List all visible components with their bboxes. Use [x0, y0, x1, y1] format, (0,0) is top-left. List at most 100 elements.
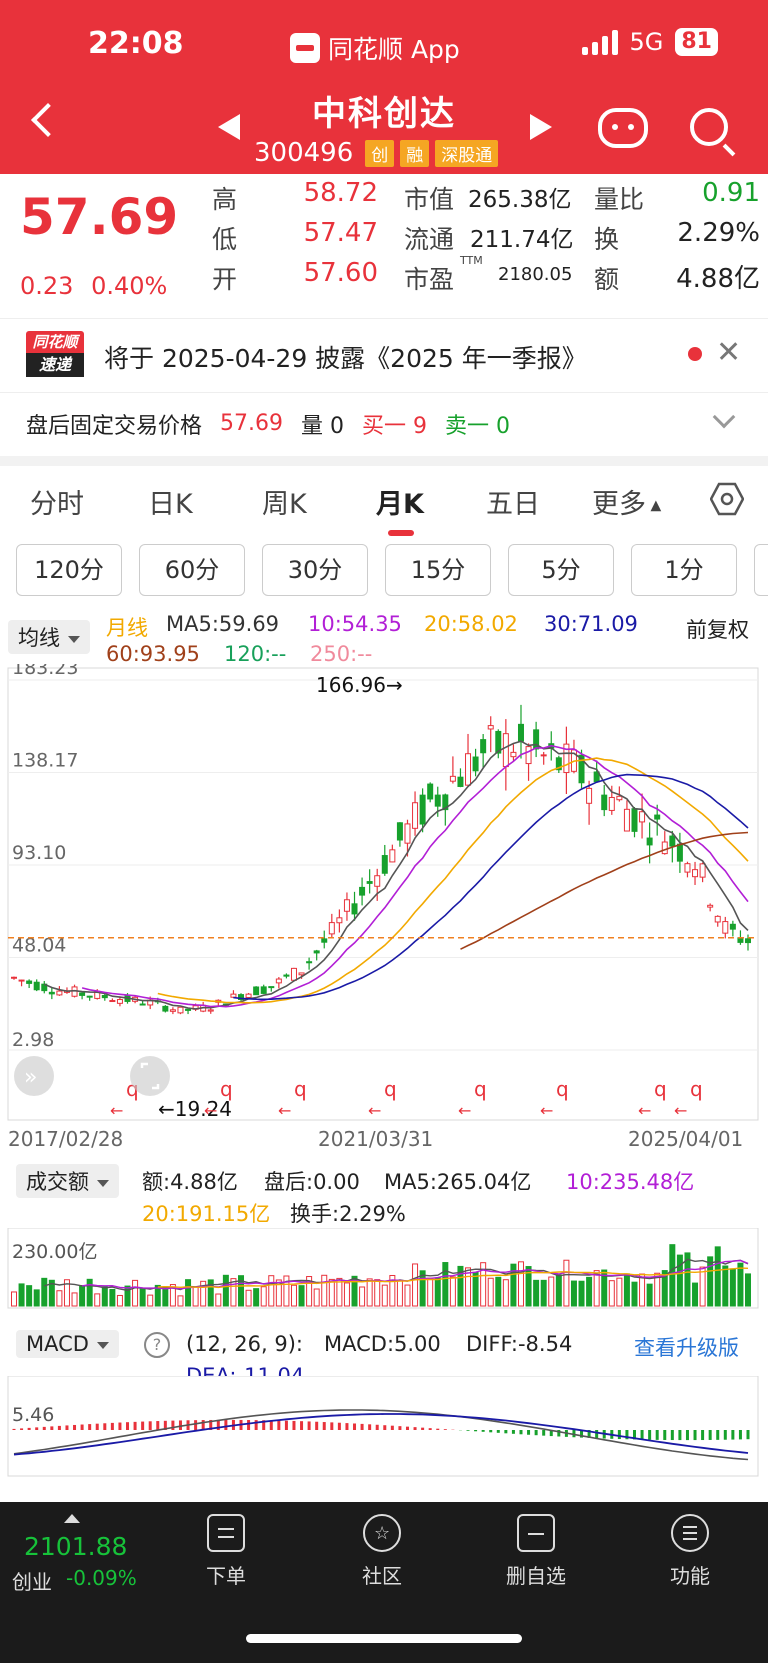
macd-bar	[413, 1427, 417, 1430]
afterhours-row[interactable]: 盘后固定交易价格 57.69 量 0 买一 9 卖一 0	[0, 392, 768, 454]
event-marker: q	[474, 1077, 487, 1101]
kline-frame	[7, 667, 759, 1121]
ma30-value: 30:71.09	[544, 612, 638, 636]
macd-chart[interactable]: 5.46	[0, 1376, 768, 1478]
tab-120min[interactable]: 120分	[16, 544, 122, 596]
macd-frame	[7, 1376, 759, 1477]
max-annotation: 166.96→	[316, 673, 403, 697]
candle-body	[442, 794, 449, 811]
macd-bar	[209, 1419, 213, 1430]
event-markers[interactable]: q←q←q←q←q←q←q←q←	[110, 1077, 703, 1120]
ma-line	[43, 740, 749, 1010]
tab-60min[interactable]: 60分	[139, 544, 245, 596]
volume-bar	[200, 1280, 207, 1307]
tab-1min[interactable]: 1分	[631, 544, 737, 596]
volume-selector[interactable]: 成交额	[16, 1164, 119, 1198]
volume-bar	[714, 1246, 721, 1307]
candle-body	[676, 843, 683, 862]
macd-bar	[632, 1430, 636, 1440]
macd-bar	[262, 1420, 266, 1430]
volume-bars	[11, 1244, 751, 1307]
upgrade-link[interactable]: 查看升级版	[634, 1336, 739, 1360]
tab-intraday[interactable]: 分时	[30, 489, 84, 520]
index-expand-icon[interactable]	[64, 1514, 80, 1523]
volume-bar	[729, 1268, 736, 1307]
search-icon[interactable]	[690, 108, 728, 146]
volume-panel: 成交额 额:4.88亿 盘后:0.00 MA5:265.04亿 10:235.4…	[0, 1160, 768, 1320]
min-annotation: ←19.24	[158, 1097, 232, 1121]
help-icon[interactable]: ?	[144, 1332, 170, 1358]
tab-five-day[interactable]: 五日	[486, 489, 540, 520]
kline-chart[interactable]: 183.23 138.17 93.10 48.04 2.98 166.96→ ←19.2…	[0, 664, 768, 1154]
volume-ma-line	[157, 1267, 749, 1289]
candle-body	[449, 775, 456, 782]
volume-bar	[442, 1262, 449, 1307]
volume-bar	[41, 1277, 48, 1307]
settings-icon[interactable]	[710, 482, 744, 516]
volume-bar	[116, 1294, 123, 1307]
fullscreen-icon[interactable]	[130, 1056, 170, 1096]
macd-bar	[421, 1427, 425, 1430]
tab-30min[interactable]: 30分	[262, 544, 368, 596]
tab-monthly[interactable]: 月K	[376, 489, 424, 520]
macd-bar	[708, 1430, 712, 1440]
volume-bar	[412, 1263, 419, 1307]
candle-body	[510, 751, 517, 758]
tab-weekly[interactable]: 周K	[262, 489, 307, 520]
tab-5min[interactable]: 5分	[508, 544, 614, 596]
macd-params: (12, 26, 9):	[186, 1332, 303, 1356]
tab-daily[interactable]: 日K	[148, 489, 193, 520]
robot-assistant-icon[interactable]	[598, 108, 648, 148]
prev-stock-icon[interactable]	[218, 114, 240, 140]
candle-body	[328, 922, 335, 935]
fullscreen-glyph	[140, 1062, 160, 1090]
next-stock-icon[interactable]	[530, 114, 552, 140]
notice-text: 将于 2025-04-29 披露《2025 年一季报》	[104, 344, 587, 373]
volume-chart[interactable]: 230.00亿	[0, 1228, 768, 1310]
ma-legend: 均线 月线 MA5:59.69 10:54.35 20:58.02 30:71.…	[0, 608, 768, 668]
earnings-notice[interactable]: 同花顺 速递 将于 2025-04-29 披露《2025 年一季报》 ✕	[0, 318, 768, 386]
candle-body	[623, 808, 630, 832]
candle-body	[56, 990, 63, 996]
close-icon[interactable]: ✕	[716, 335, 742, 370]
price-change: 0.23 0.40%	[20, 272, 167, 300]
macd-bar	[80, 1424, 84, 1430]
event-marker: q	[294, 1077, 307, 1101]
candle-body	[669, 835, 676, 847]
expand-left-icon[interactable]	[14, 1056, 54, 1096]
candle-body	[495, 730, 502, 754]
macd-selector[interactable]: MACD	[16, 1330, 119, 1358]
index-value[interactable]: 2101.88	[24, 1532, 128, 1561]
candle-body	[502, 733, 509, 768]
macd-bar	[337, 1422, 341, 1430]
volume-bar	[222, 1274, 229, 1307]
volume-bar	[253, 1288, 260, 1307]
ma-line	[233, 773, 749, 1001]
macd-bar	[12, 1428, 16, 1430]
macd-bar	[670, 1430, 674, 1441]
nav-remove-watch[interactable]: 删自选	[486, 1514, 586, 1589]
tab-more[interactable]: 更多 ▲	[592, 489, 662, 520]
volume-bar	[63, 1279, 70, 1307]
chevron-down-icon[interactable]	[712, 405, 736, 429]
tab-overflow[interactable]	[754, 544, 768, 596]
remove-watch-icon	[517, 1514, 555, 1552]
nav-community[interactable]: ☆ 社区	[332, 1514, 432, 1589]
low-label: 低	[212, 225, 238, 254]
adjust-mode[interactable]: 前复权	[686, 618, 749, 642]
dea-line	[13, 1413, 749, 1456]
candle-body	[646, 837, 653, 846]
volume-bar	[290, 1284, 297, 1307]
ma-selector[interactable]: 均线	[8, 620, 90, 654]
nav-functions[interactable]: 功能	[640, 1514, 740, 1589]
volume-bar	[517, 1261, 524, 1307]
stock-code-row: 300496 创 融 深股通	[254, 138, 499, 168]
volume-ma-lines	[44, 1258, 749, 1292]
tab-15min[interactable]: 15分	[385, 544, 491, 596]
volratio-value: 0.91	[702, 178, 760, 208]
nav-order[interactable]: 下单	[176, 1514, 276, 1589]
volume-bar	[109, 1288, 116, 1307]
volume-ma10: 10:235.48亿	[566, 1170, 695, 1194]
candle-body	[116, 999, 123, 1004]
candle-body	[26, 980, 33, 984]
